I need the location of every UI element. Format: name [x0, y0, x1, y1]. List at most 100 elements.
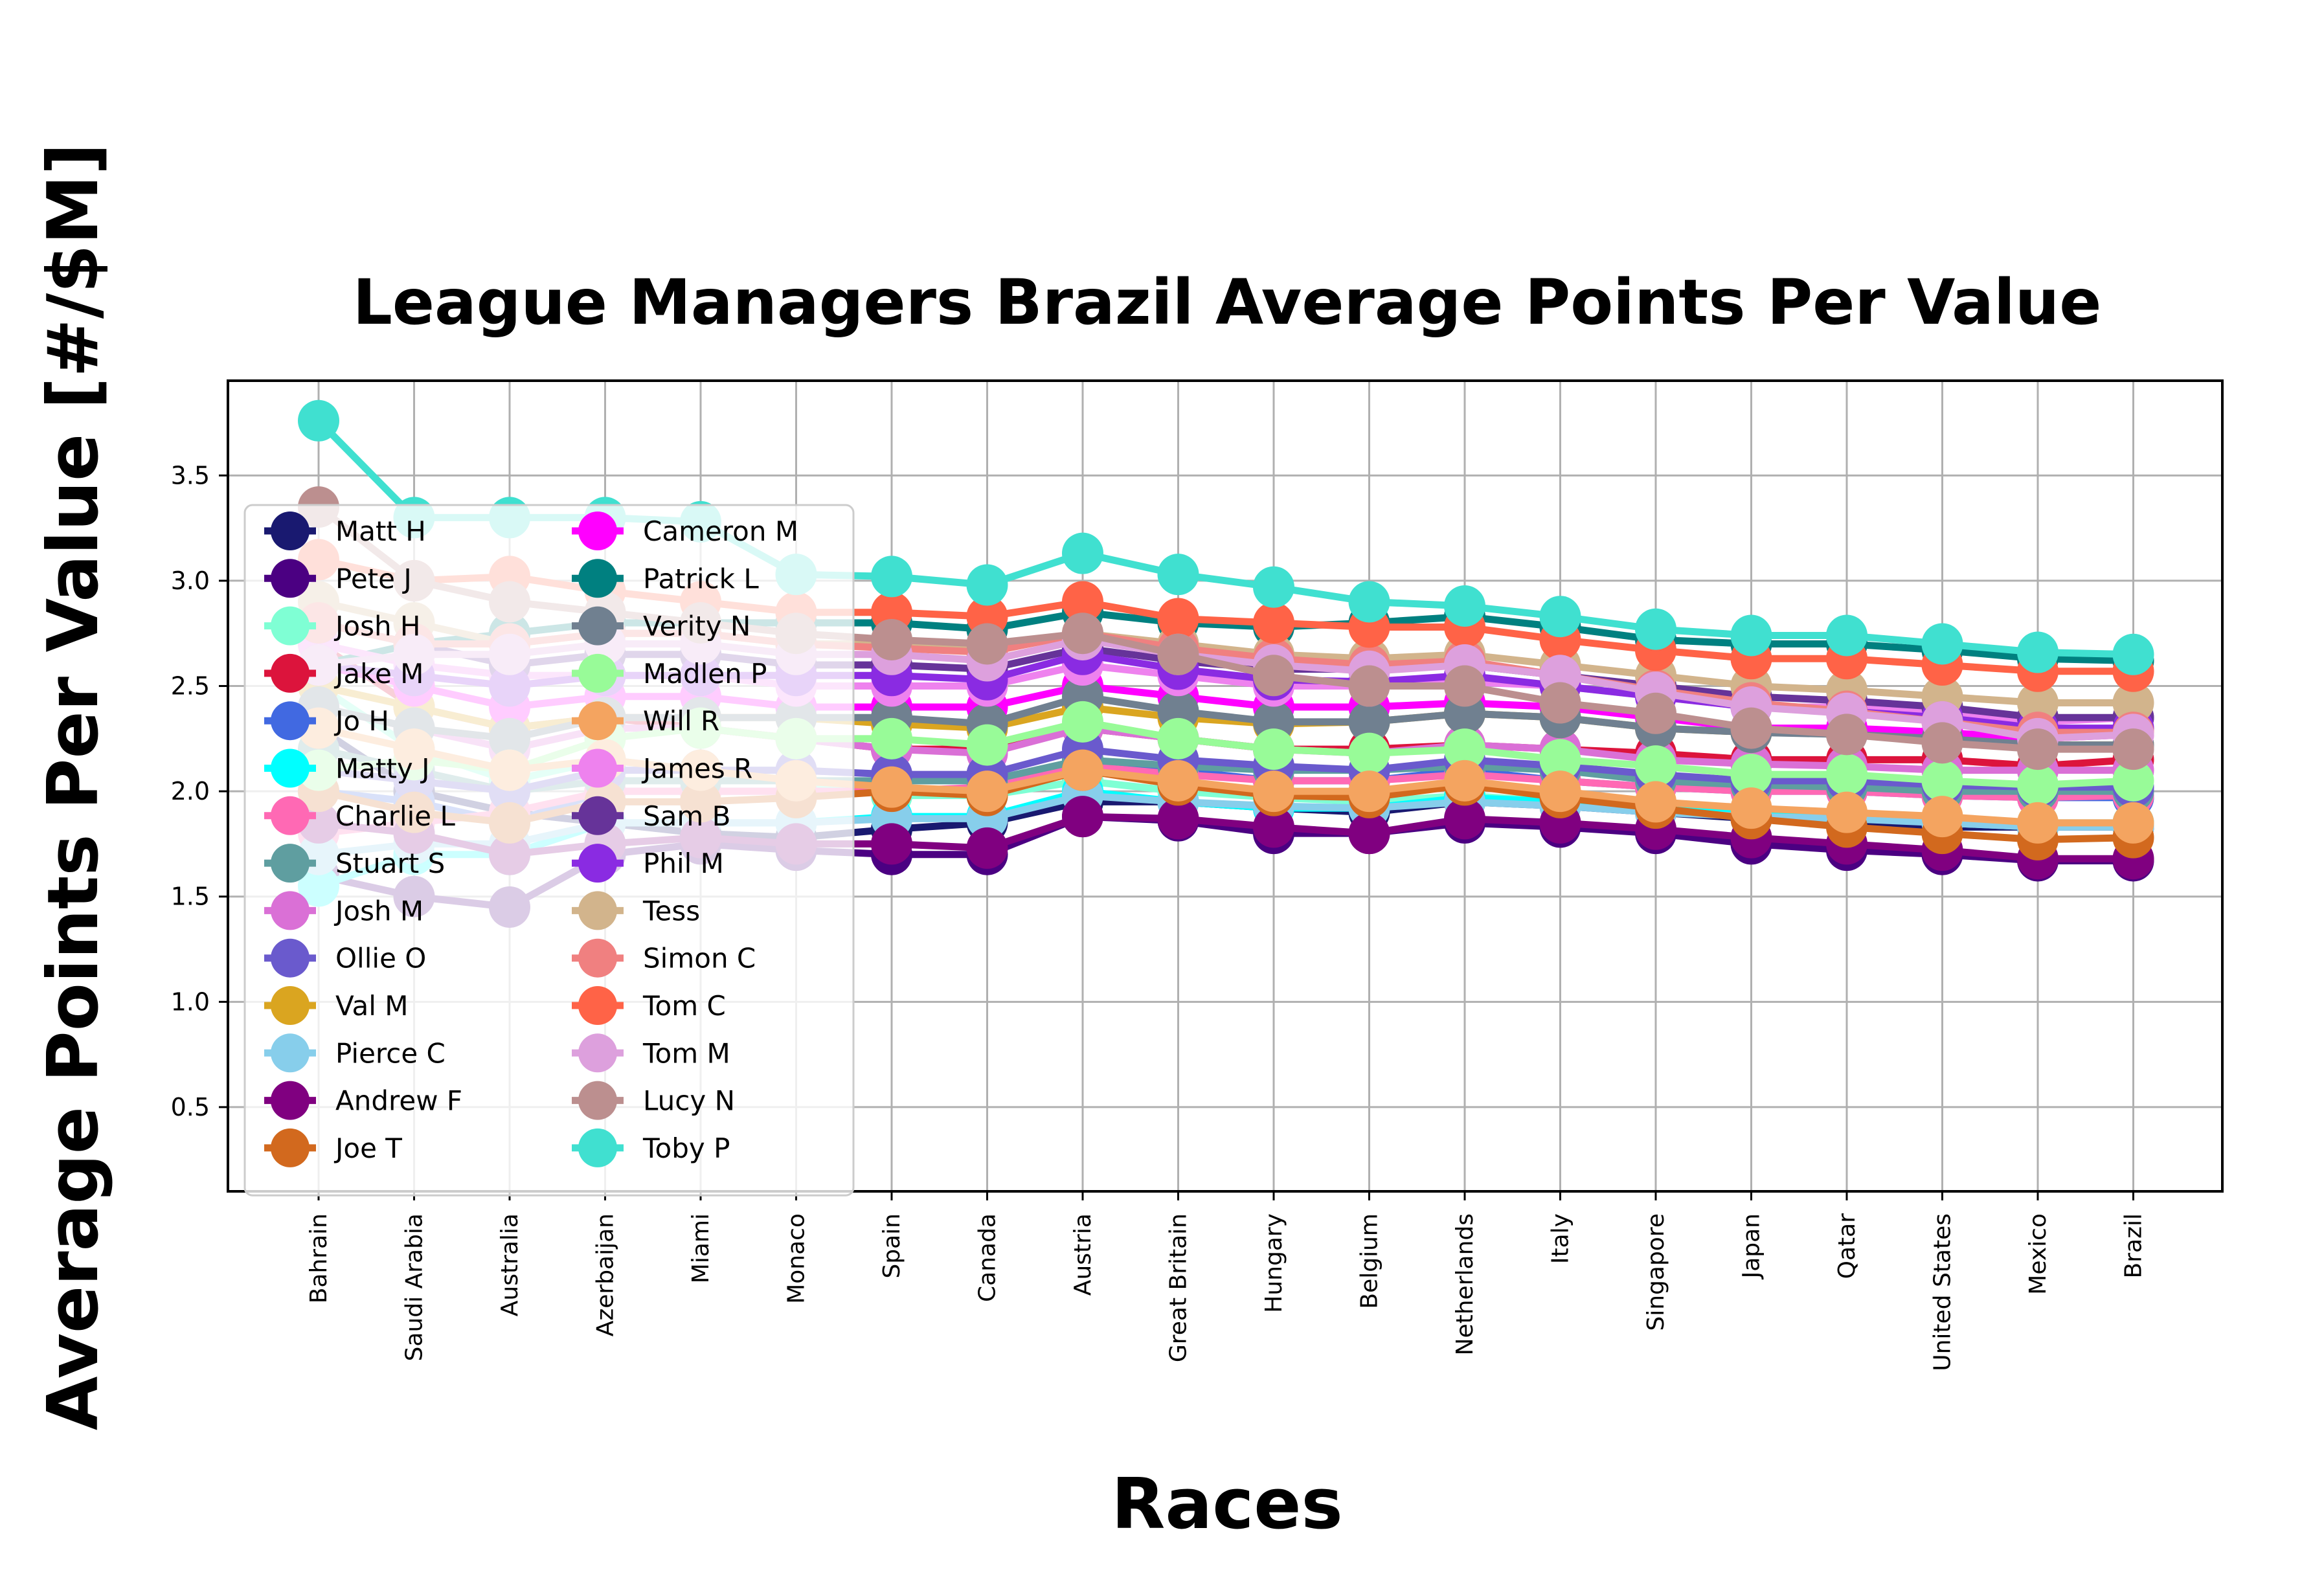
data-point [2112, 728, 2154, 770]
data-point [1444, 665, 1485, 707]
legend-item: Matt H [264, 511, 426, 550]
legend-label: Sam B [643, 800, 730, 832]
data-point [1730, 787, 1772, 829]
legend-label: Tess [642, 895, 700, 927]
chart-title: League Managers Brazil Average Points Pe… [353, 266, 2102, 339]
legend-marker [271, 606, 310, 646]
data-point [2017, 631, 2059, 673]
legend-item: Jake M [264, 653, 423, 693]
legend-marker [578, 986, 617, 1025]
y-tick-label: 1.5 [171, 882, 210, 911]
legend-item: Toby P [572, 1128, 730, 1167]
legend-label: Andrew F [335, 1085, 462, 1117]
data-point [1348, 770, 1390, 813]
data-point [1062, 581, 1103, 623]
x-tick-label: Bahrain [306, 1213, 332, 1303]
x-tick-label: Monaco [784, 1213, 810, 1304]
legend-item: Ollie O [264, 938, 426, 978]
data-point [1826, 754, 1867, 796]
data-point [2112, 802, 2154, 844]
y-tick-label: 3.5 [171, 461, 210, 489]
x-tick-label: Australia [497, 1213, 523, 1316]
data-point [1730, 707, 1772, 749]
data-point [966, 827, 1008, 869]
legend-marker [578, 1081, 617, 1120]
legend-marker [578, 701, 617, 741]
x-tick-label: Canada [975, 1213, 1001, 1302]
legend-marker [271, 891, 310, 930]
legend-label: Joe T [333, 1132, 402, 1164]
legend-marker [271, 938, 310, 978]
legend-label: Tom M [642, 1037, 730, 1069]
data-point [1157, 798, 1199, 840]
legend-label: Charlie L [335, 800, 455, 832]
data-point [1730, 614, 1772, 657]
legend-label: Cameron M [643, 515, 798, 547]
legend-marker [271, 1128, 310, 1167]
y-tick-label: 1.0 [171, 987, 210, 1016]
legend: Matt H Pete J Josh H Jake M Jo H Matty J Charl… [243, 504, 855, 1197]
legend-label: Patrick L [643, 563, 759, 594]
legend-item: Tess [572, 891, 700, 930]
data-point [2017, 728, 2059, 770]
legend-label: James R [641, 753, 752, 785]
legend-marker [578, 891, 617, 930]
data-point [1157, 759, 1199, 802]
legend-marker [271, 796, 310, 835]
legend-marker [578, 938, 617, 978]
data-point [1157, 598, 1199, 640]
data-point [1062, 796, 1103, 838]
x-tick-label: Miami [688, 1213, 714, 1283]
data-point [966, 623, 1008, 665]
legend-label: Tom C [642, 990, 726, 1022]
data-point [1157, 633, 1199, 675]
legend-marker [578, 796, 617, 835]
x-tick-label: Brazil [2121, 1213, 2147, 1278]
legend-item: Jo H [264, 701, 389, 741]
legend-marker [578, 606, 617, 646]
data-point [1062, 532, 1103, 574]
legend-item: James R [572, 748, 752, 788]
legend-label: Jo H [333, 705, 389, 737]
legend-marker [271, 844, 310, 883]
legend-item: Madlen P [572, 653, 767, 693]
data-point [1444, 728, 1485, 770]
data-point [1826, 714, 1867, 756]
y-tick-label: 3.0 [171, 567, 210, 595]
data-point [1253, 728, 1294, 770]
legend-marker [578, 511, 617, 550]
data-point [1826, 614, 1867, 657]
data-point [1730, 754, 1772, 796]
legend-label: Lucy N [643, 1085, 735, 1117]
data-point [1253, 566, 1294, 608]
legend-marker [578, 748, 617, 788]
legend-label: Phil M [643, 848, 724, 879]
y-tick-label: 0.5 [171, 1093, 210, 1121]
legend-item: Will R [572, 701, 719, 741]
data-point [1062, 613, 1103, 655]
data-point [1348, 701, 1390, 743]
legend-item: Joe T [264, 1128, 402, 1167]
x-tick-label: Singapore [1643, 1213, 1669, 1331]
data-point [1444, 798, 1485, 840]
data-point [298, 399, 339, 442]
x-tick-label: Spain [879, 1213, 905, 1279]
legend-box [243, 504, 855, 1197]
legend-item: Josh H [264, 606, 421, 646]
data-point [1062, 701, 1103, 743]
data-point [1253, 770, 1294, 813]
y-axis-label: Average Points Per Value [#/$M] [33, 143, 114, 1430]
data-point [966, 564, 1008, 606]
data-point [1253, 655, 1294, 697]
data-point [2017, 764, 2059, 806]
data-point [1921, 796, 1963, 838]
x-tick-label: United States [1930, 1213, 1956, 1371]
data-point [1253, 806, 1294, 848]
data-point [966, 770, 1008, 813]
legend-item: Charlie L [264, 796, 455, 835]
x-tick-label: Mexico [2025, 1213, 2051, 1295]
data-point [2017, 682, 2059, 724]
data-point [1826, 791, 1867, 833]
data-point [1539, 682, 1581, 724]
